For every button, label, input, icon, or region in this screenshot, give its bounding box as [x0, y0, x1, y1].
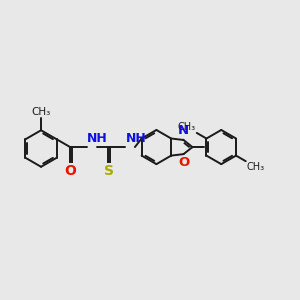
Text: CH₃: CH₃: [178, 122, 196, 132]
Text: S: S: [104, 164, 114, 178]
Text: O: O: [64, 164, 76, 178]
Text: CH₃: CH₃: [247, 162, 265, 172]
Text: N: N: [177, 124, 188, 137]
Text: NH: NH: [125, 132, 146, 145]
Text: NH: NH: [87, 132, 108, 145]
Text: CH₃: CH₃: [32, 107, 51, 117]
Text: O: O: [178, 157, 190, 169]
